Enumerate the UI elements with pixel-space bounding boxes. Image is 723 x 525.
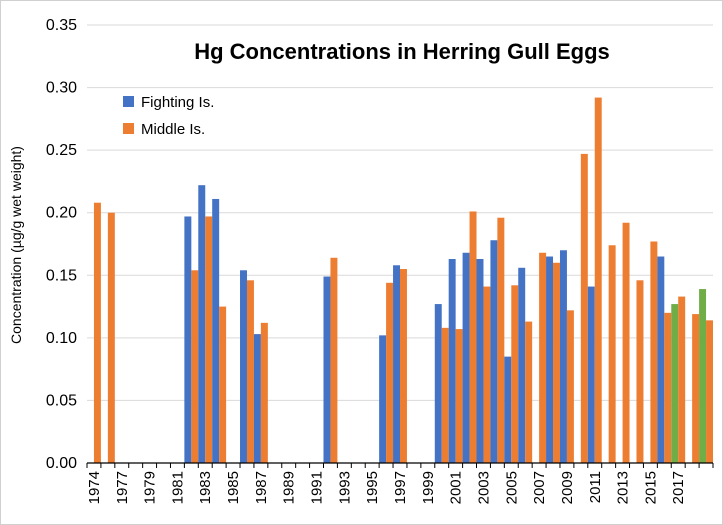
- bar-fighting-2010: [587, 286, 595, 463]
- bar-middle-1981: [191, 270, 199, 463]
- bar-middle-1995: [386, 282, 394, 463]
- x-tick-label: 2009: [559, 471, 576, 504]
- x-tick-label: 1977: [114, 471, 131, 504]
- bar-fighting-2018: [699, 289, 707, 463]
- bar-middle-2010: [594, 97, 602, 463]
- bar-middle-2002: [483, 286, 491, 463]
- bar-fighting-2008: [559, 250, 567, 463]
- bar-fighting-2015: [657, 256, 665, 463]
- bar-middle-2015: [664, 312, 672, 463]
- bar-middle-1996: [400, 269, 407, 463]
- bar-fighting-2004: [504, 356, 512, 463]
- bar-middle-2012: [622, 222, 630, 463]
- bar-middle-2003: [497, 217, 505, 463]
- y-tick-label: 0.35: [46, 17, 77, 34]
- x-tick-label: 1999: [420, 471, 437, 504]
- bar-middle-2001: [469, 211, 477, 463]
- x-tick-label: 2007: [531, 471, 548, 504]
- bar-middle-1986: [260, 322, 268, 463]
- x-tick-label: 1991: [309, 471, 326, 504]
- bar-middle-2017: [692, 314, 700, 463]
- x-tick-label: 1989: [281, 471, 298, 504]
- bar-fighting-1991: [323, 276, 331, 463]
- bar-fighting-2000: [448, 259, 456, 463]
- bar-middle-2005: [525, 321, 533, 463]
- x-tick-label: 1983: [197, 471, 214, 504]
- x-tick-label: 1979: [142, 471, 159, 504]
- bar-middle-2009: [580, 153, 588, 463]
- bar-middle-1975: [107, 212, 115, 463]
- x-tick-label: 2011: [587, 471, 604, 503]
- x-tick-label: 2001: [448, 471, 465, 504]
- y-tick-label: 0.10: [46, 330, 77, 347]
- bar-fighting-1996: [393, 265, 400, 463]
- bar-middle-2011: [608, 245, 616, 463]
- bar-fighting-1999: [434, 304, 442, 463]
- bar-fighting-2003: [490, 240, 498, 463]
- x-tick-label: 1993: [336, 471, 353, 504]
- x-tick-label: 1981: [169, 471, 186, 504]
- bar-middle-1982: [205, 216, 213, 463]
- bar-middle-1974: [93, 202, 101, 463]
- bar-fighting-1983: [212, 198, 220, 463]
- y-tick-label: 0.25: [46, 142, 77, 159]
- y-tick-label: 0.05: [46, 392, 77, 409]
- legend-swatch-fighting: [123, 96, 134, 107]
- y-tick-label: 0.15: [46, 267, 77, 284]
- legend: Fighting Is. Middle Is.: [123, 94, 214, 138]
- bar-fighting-2001: [462, 252, 470, 463]
- bar-fighting-2016: [671, 304, 679, 463]
- y-tick-label: 0.20: [46, 205, 77, 222]
- x-tick-label: 1987: [253, 471, 270, 504]
- bar-middle-1991: [330, 257, 338, 463]
- bar-fighting-1982: [198, 185, 206, 463]
- bar-middle-2013: [636, 280, 644, 463]
- bar-fighting-1981: [184, 216, 192, 463]
- bar-middle-2018: [706, 320, 713, 463]
- bar-middle-1985: [246, 280, 254, 463]
- x-tick-label: 2005: [503, 471, 520, 504]
- bar-fighting-1995: [379, 335, 387, 463]
- bars: [93, 97, 713, 463]
- bar-middle-2008: [566, 310, 574, 463]
- bar-middle-1999: [441, 327, 449, 463]
- x-tick-label: 1985: [225, 471, 242, 504]
- bar-middle-2006: [539, 252, 547, 463]
- bar-middle-1983: [219, 306, 227, 463]
- bar-fighting-2007: [546, 256, 554, 463]
- x-tick-label: 1995: [364, 471, 381, 504]
- y-axis-ticks: 0.00 0.05 0.10 0.15 0.20 0.25 0.30 0.35: [46, 17, 77, 472]
- x-tick-label: 1974: [86, 471, 103, 504]
- x-tick-label: 1997: [392, 471, 409, 504]
- x-tick-label: 2015: [642, 471, 659, 504]
- bar-middle-2014: [650, 241, 658, 463]
- bar-fighting-2002: [476, 259, 484, 463]
- x-tick-label: 2013: [615, 471, 632, 504]
- x-axis-ticks: 1974 1977 1979 1981 1983 1985 1987 1989 1991 1993…: [86, 463, 714, 504]
- bar-fighting-1986: [253, 334, 261, 463]
- bar-middle-2016: [678, 296, 686, 463]
- bar-middle-2007: [553, 262, 560, 463]
- y-tick-label: 0.30: [46, 80, 77, 97]
- x-tick-label: 2017: [670, 471, 687, 504]
- bar-fighting-1985: [240, 270, 247, 463]
- x-tick-label: 2003: [475, 471, 492, 504]
- legend-label-middle: Middle Is.: [141, 121, 205, 138]
- chart-title: Hg Concentrations in Herring Gull Eggs: [194, 39, 610, 64]
- bar-fighting-2005: [518, 267, 526, 463]
- legend-swatch-middle: [123, 123, 134, 134]
- y-axis-label: Concentration (µg/g wet weight): [8, 146, 24, 344]
- legend-label-fighting: Fighting Is.: [141, 94, 214, 111]
- bar-middle-2000: [455, 329, 463, 463]
- bar-middle-2004: [511, 285, 519, 463]
- y-tick-label: 0.00: [46, 455, 77, 472]
